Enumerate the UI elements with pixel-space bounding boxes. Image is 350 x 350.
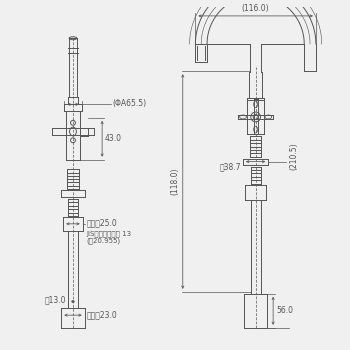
Text: 43.0: 43.0 (105, 134, 122, 143)
Text: (΃20.955): (΃20.955) (86, 237, 121, 244)
Text: ΃38.7: ΃38.7 (219, 163, 241, 172)
Text: (ΦA65.5): (ΦA65.5) (113, 99, 147, 108)
Text: 六角形25.0: 六角形25.0 (86, 218, 117, 228)
Text: (118.0): (118.0) (171, 168, 180, 195)
Text: JIS給水栃付ねじ 13: JIS給水栃付ねじ 13 (86, 231, 132, 237)
Text: (210.5): (210.5) (290, 142, 299, 170)
Text: ΃13.0: ΃13.0 (45, 295, 66, 304)
Text: (116.0): (116.0) (242, 4, 270, 13)
Text: 六角形23.0: 六角形23.0 (86, 311, 117, 320)
Text: 56.0: 56.0 (276, 306, 293, 315)
